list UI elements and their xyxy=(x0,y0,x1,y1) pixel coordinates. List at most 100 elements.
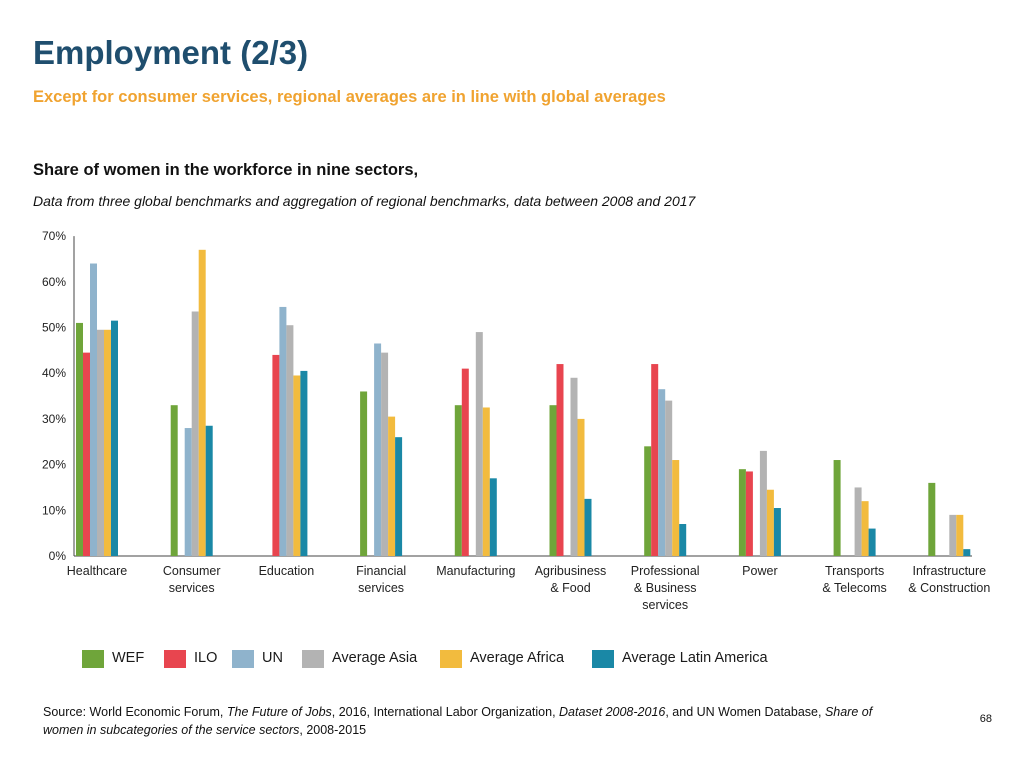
x-category-label: Power xyxy=(742,564,777,578)
chart-title: Share of women in the workforce in nine … xyxy=(33,161,419,179)
source-text-part: Share of women in subcategories of the s… xyxy=(43,705,873,737)
bar-ilo xyxy=(556,364,564,556)
bar-wef xyxy=(170,405,178,556)
y-tick-label: 30% xyxy=(42,412,66,426)
bar-average-africa xyxy=(766,489,774,556)
bar-average-latin-america xyxy=(773,508,781,556)
bar-average-asia xyxy=(570,377,578,556)
bar-average-africa xyxy=(104,329,111,556)
x-category-label: services xyxy=(642,598,688,612)
source-text-part: , 2008-2015 xyxy=(299,723,367,737)
bar-average-africa xyxy=(672,460,680,556)
y-tick-label: 20% xyxy=(42,458,66,472)
bar-average-asia xyxy=(286,325,294,556)
legend-label: Average Asia xyxy=(332,650,418,666)
x-category-label: Professional xyxy=(631,564,700,578)
legend-swatch xyxy=(232,650,254,668)
source-text-part: The Future of Jobs xyxy=(226,705,332,719)
bar-un xyxy=(658,389,666,556)
y-tick-label: 60% xyxy=(42,275,66,289)
bar-wef xyxy=(76,322,83,556)
bar-average-africa xyxy=(482,407,490,556)
bar-average-asia xyxy=(475,332,483,556)
source-text-part: Source: World Economic Forum, xyxy=(43,705,227,719)
bar-wef xyxy=(928,482,936,556)
x-category-label: Manufacturing xyxy=(436,564,515,578)
bar-wef xyxy=(454,405,462,556)
bar-un xyxy=(90,263,97,556)
x-category-label: Agribusiness xyxy=(535,564,607,578)
bar-average-africa xyxy=(388,416,396,556)
x-category-label: & Construction xyxy=(908,581,990,595)
bar-ilo xyxy=(272,354,280,556)
bar-average-latin-america xyxy=(489,478,497,556)
x-category-label: Healthcare xyxy=(67,564,127,578)
y-tick-label: 10% xyxy=(42,503,66,517)
x-category-label: services xyxy=(169,581,215,595)
bar-average-latin-america xyxy=(300,370,308,556)
bar-ilo xyxy=(745,471,753,556)
bar-chart: 0% 10% 20% 30% 40% 50% 60% 70% Healthcare Consume… xyxy=(42,229,990,612)
bar-average-latin-america xyxy=(111,320,118,556)
y-tick-label: 40% xyxy=(42,366,66,380)
x-category-label: Education xyxy=(259,564,315,578)
y-tick-label: 70% xyxy=(42,229,66,243)
legend-swatch xyxy=(164,650,186,668)
x-category-label: & Food xyxy=(550,581,590,595)
source-text-part: Dataset 2008-2016 xyxy=(559,705,666,719)
legend-swatch xyxy=(82,650,104,668)
chart-subtitle: Data from three global benchmarks and ag… xyxy=(33,193,696,209)
bar-average-asia xyxy=(759,450,767,556)
legend-label: Average Latin America xyxy=(622,650,768,666)
legend-swatch xyxy=(440,650,462,668)
y-tick-label: 0% xyxy=(49,549,67,563)
bar-average-africa xyxy=(577,418,585,556)
bar-average-latin-america xyxy=(679,524,687,556)
source-text-part: , and UN Women Database, xyxy=(665,705,825,719)
x-category-label: & Telecoms xyxy=(822,581,886,595)
bar-ilo xyxy=(83,352,90,556)
bar-average-latin-america xyxy=(395,437,403,556)
bar-average-asia xyxy=(97,329,104,556)
legend-swatch xyxy=(302,650,324,668)
source-note: Source: World Economic Forum, The Future… xyxy=(43,703,893,739)
legend-label: Average Africa xyxy=(470,650,565,666)
bar-average-africa xyxy=(861,501,869,556)
bar-wef xyxy=(833,460,841,556)
bar-average-asia xyxy=(191,311,199,556)
bar-average-asia xyxy=(949,514,957,556)
bar-ilo xyxy=(461,368,469,556)
bar-wef xyxy=(549,405,557,556)
x-category-label: Infrastructure xyxy=(912,564,986,578)
y-tick-label: 50% xyxy=(42,321,66,335)
legend-label: WEF xyxy=(112,650,145,666)
x-category-label: & Business xyxy=(634,581,697,595)
bar-wef xyxy=(360,391,368,556)
bar-average-africa xyxy=(956,514,964,556)
legend-label: UN xyxy=(262,650,283,666)
x-category-label: Consumer xyxy=(163,564,221,578)
bar-un xyxy=(374,343,382,556)
bar-average-asia xyxy=(854,487,862,556)
page-title: Employment (2/3) xyxy=(33,34,309,71)
bar-average-africa xyxy=(198,249,206,556)
bar-average-latin-america xyxy=(868,528,876,556)
x-category-label: services xyxy=(358,581,404,595)
bar-average-latin-america xyxy=(205,425,213,556)
x-category-label: Transports xyxy=(825,564,884,578)
bar-wef xyxy=(644,446,652,556)
bar-average-latin-america xyxy=(963,549,971,556)
page-subtitle: Except for consumer services, regional a… xyxy=(33,88,666,106)
page-number: 68 xyxy=(979,713,992,725)
bar-un xyxy=(184,428,192,556)
source-text-part: , 2016, International Labor Organization… xyxy=(331,705,560,719)
legend-swatch xyxy=(592,650,614,668)
bar-ilo xyxy=(651,364,659,556)
bar-average-asia xyxy=(381,352,389,556)
legend-label: ILO xyxy=(194,650,218,666)
bar-wef xyxy=(738,469,746,556)
x-category-label: Financial xyxy=(356,564,406,578)
bar-un xyxy=(279,306,287,556)
bar-average-latin-america xyxy=(584,498,592,556)
bar-average-asia xyxy=(665,400,673,556)
